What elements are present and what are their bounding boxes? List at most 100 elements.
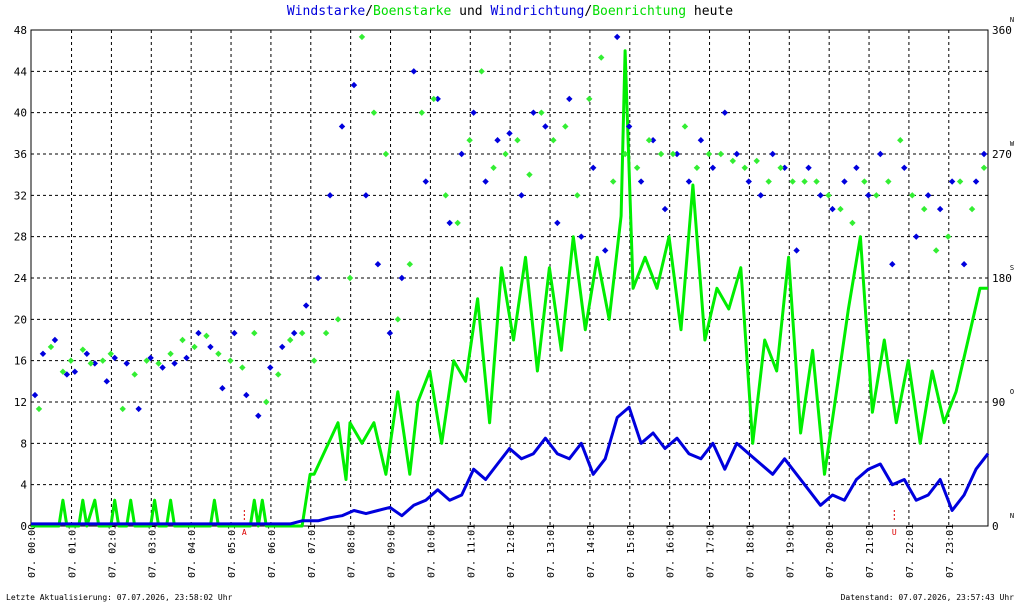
series-point-windrichtung (123, 360, 130, 367)
y-tick-label-right: 0 (992, 520, 999, 533)
series-point-windrichtung (769, 150, 776, 158)
series-point-boenrichtung (801, 178, 808, 185)
series-point-boenrichtung (131, 371, 138, 378)
y-tick-label-left: 16 (14, 355, 27, 368)
series-point-boenrichtung (837, 205, 844, 213)
series-point-boenrichtung (263, 398, 270, 406)
series-point-windrichtung (147, 354, 154, 362)
series-point-boenrichtung (239, 364, 246, 371)
series-point-boenrichtung (143, 357, 150, 364)
series-point-boenrichtung (897, 137, 904, 144)
plot-frame (30, 29, 989, 527)
series-point-windrichtung (71, 368, 79, 375)
series-point-windrichtung (207, 343, 214, 351)
y-tick-label-left: 28 (14, 231, 27, 244)
x-tick-label: 07. 07:01 (307, 524, 318, 578)
series-point-boenrichtung (227, 357, 234, 364)
series-point-boenrichtung (681, 123, 689, 130)
series-line-windstarke (31, 405, 990, 526)
series-point-windrichtung (470, 109, 477, 116)
series-point-boenrichtung (932, 247, 940, 254)
y-tick-label-right: 360 (992, 24, 1012, 37)
y-tick-label-left: 36 (14, 148, 27, 161)
series-point-boenrichtung (657, 150, 665, 158)
x-tick-label: 07. 13:01 (546, 524, 557, 578)
series-point-boenrichtung (741, 164, 748, 171)
series-point-windrichtung (793, 247, 800, 254)
series-point-windrichtung (721, 109, 729, 116)
series-point-windrichtung (243, 391, 250, 399)
x-tick-label: 07. 18:01 (745, 524, 756, 578)
series-point-windrichtung (877, 150, 884, 158)
y-tick-label-left: 32 (14, 189, 27, 202)
series-point-windrichtung (590, 164, 597, 171)
series-point-boenrichtung (621, 150, 629, 158)
series-point-boenrichtung (562, 123, 569, 130)
series-point-boenrichtung (322, 329, 330, 337)
series-point-windrichtung (31, 391, 39, 399)
x-tick-label: 07. 20:01 (825, 524, 836, 578)
footer-data-status: Datenstand: 07.07.2026, 23:57:43 Uhr (840, 593, 1014, 602)
series-point-windrichtung (972, 178, 980, 185)
y-tick-direction-right: N (1010, 16, 1014, 24)
series-point-boenrichtung (87, 360, 95, 367)
series-point-windrichtung (111, 354, 118, 362)
series-point-boenrichtung (609, 178, 617, 185)
series-point-boenrichtung (502, 150, 509, 158)
series-point-windrichtung (326, 192, 334, 199)
series-point-windrichtung (889, 261, 896, 268)
series-point-boenrichtung (286, 336, 294, 344)
series-point-boenrichtung (47, 343, 55, 351)
series-point-windrichtung (649, 137, 657, 144)
series-point-boenrichtung (669, 150, 677, 158)
series-point-windrichtung (338, 123, 346, 130)
x-tick-label: 07. 01:01 (68, 524, 79, 578)
y-tick-direction-right: W (1010, 140, 1015, 148)
y-tick-label-left: 44 (14, 65, 28, 78)
series-point-windrichtung (685, 178, 693, 185)
x-tick-label: 07. 05:01 (227, 524, 238, 578)
series-point-boenrichtung (980, 164, 988, 171)
series-point-windrichtung (602, 247, 609, 254)
y-tick-direction-right: O (1010, 388, 1014, 396)
series-point-windrichtung (83, 350, 91, 357)
y-tick-direction-right: N (1010, 512, 1014, 520)
series-point-boenrichtung (370, 109, 378, 116)
series-point-boenrichtung (490, 164, 497, 171)
series-point-windrichtung (578, 233, 585, 240)
series-point-windrichtung (960, 261, 968, 268)
series-point-windrichtung (913, 233, 920, 240)
series-point-boenrichtung (179, 336, 186, 344)
series-point-boenrichtung (466, 137, 473, 144)
series-point-boenrichtung (526, 171, 533, 178)
series-point-windrichtung (613, 33, 621, 41)
x-tick-label: 07. 11:01 (466, 524, 477, 578)
title-sep-1: / (365, 4, 374, 19)
series-point-windrichtung (625, 123, 633, 130)
series-point-boenrichtung (825, 192, 832, 199)
x-tick-label: 07. 21:01 (865, 524, 876, 578)
series-point-windrichtung (936, 205, 944, 213)
series-point-windrichtung (422, 178, 429, 185)
series-point-boenrichtung (251, 329, 258, 337)
series-point-boenrichtung (861, 178, 868, 185)
x-tick-label: 07. 00:00 (27, 524, 38, 578)
series-point-boenrichtung (717, 150, 725, 158)
series-point-windrichtung (482, 178, 489, 185)
y-tick-label-left: 24 (14, 272, 28, 285)
x-tick-label: 07. 19:01 (785, 524, 796, 578)
series-point-boenrichtung (574, 192, 581, 199)
footer-last-update: Letzte Aktualisierung: 07.07.2026, 23:58… (6, 593, 233, 602)
series-point-windrichtung (805, 164, 812, 171)
series-point-windrichtung (267, 364, 274, 371)
series-point-boenrichtung (538, 109, 545, 116)
series-point-boenrichtung (382, 150, 390, 158)
y-tick-label-right: 180 (992, 272, 1012, 285)
series-point-windrichtung (434, 95, 441, 103)
series-point-boenrichtung (442, 192, 449, 199)
series-point-boenrichtung (478, 68, 485, 75)
series-point-boenrichtung (729, 157, 736, 165)
series-point-windrichtung (279, 343, 286, 351)
y-tick-label-left: 40 (14, 107, 27, 120)
series-point-windrichtung (362, 192, 370, 199)
